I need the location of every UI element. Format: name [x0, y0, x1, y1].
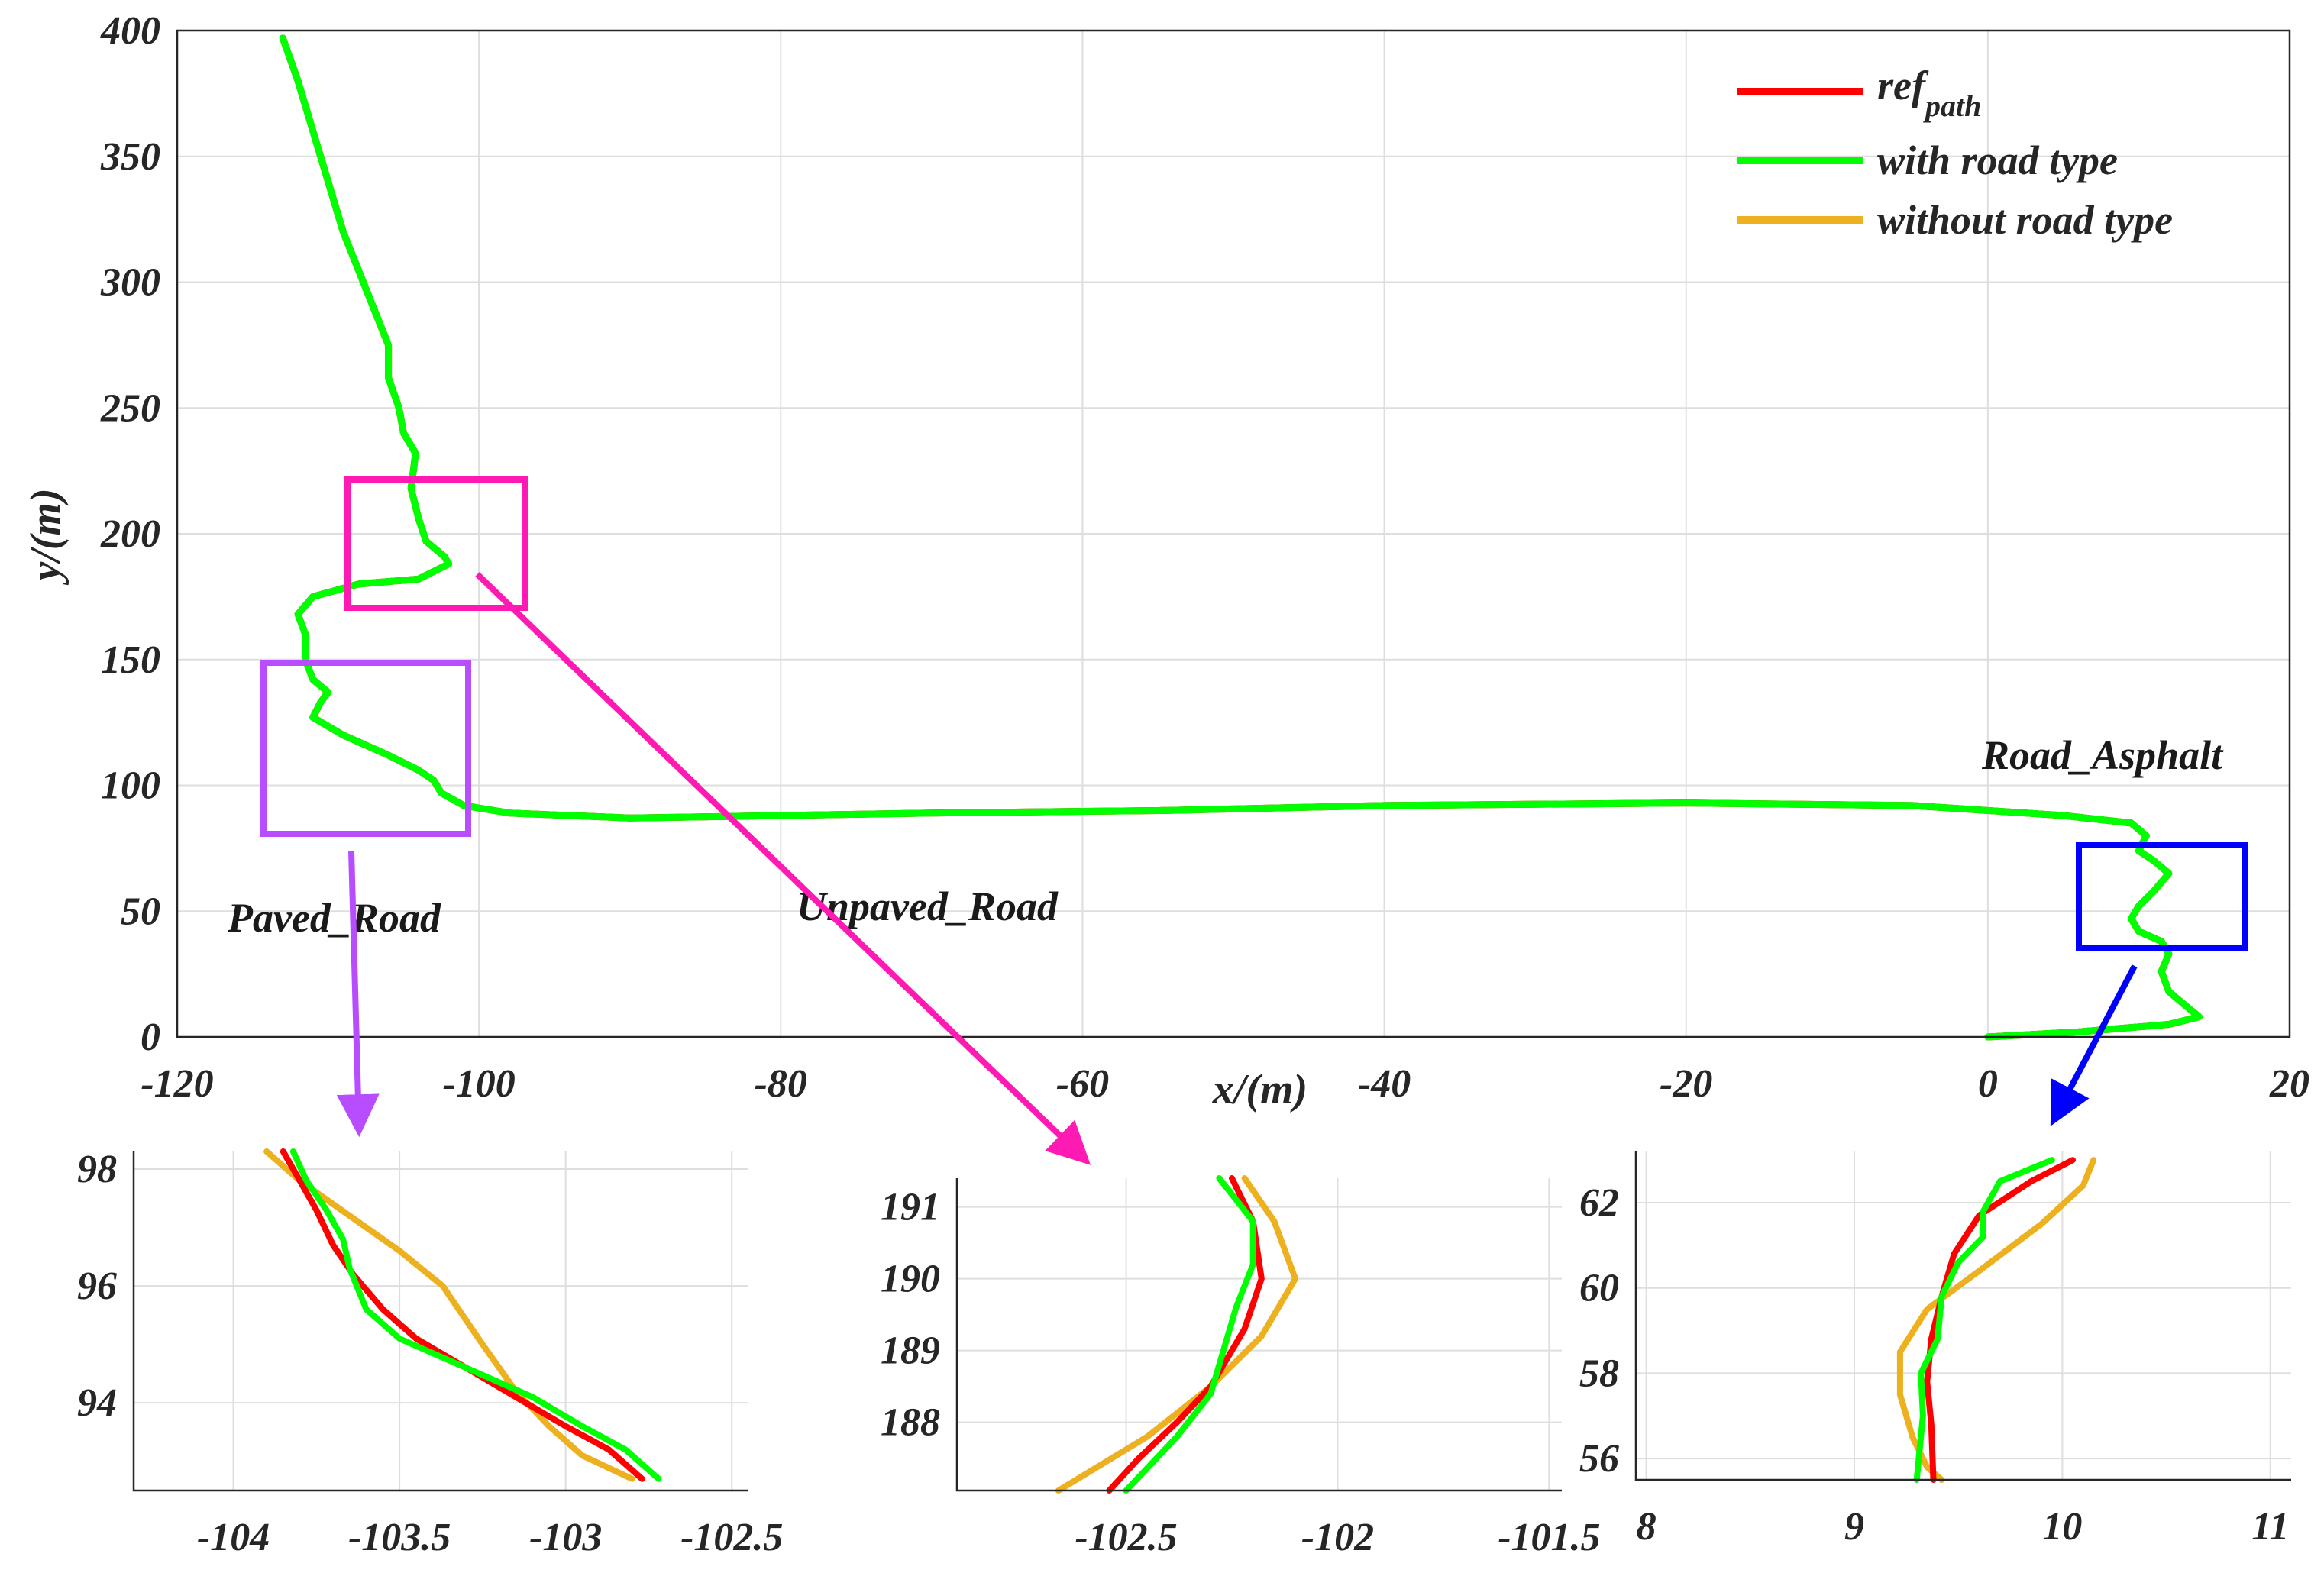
y-tick-label: 100 [101, 764, 160, 808]
series-line-with [1123, 1175, 1256, 1494]
x-tick-label: 9 [1844, 1505, 1864, 1549]
zoom-asphalt-tick-labels: 8 9 10 11 56 58 60 62 [1579, 1181, 2289, 1549]
legend-ref-subscript: path [1923, 89, 1981, 123]
zoom-asphalt-axes [1634, 1151, 2291, 1481]
y-tick-label: 188 [881, 1401, 940, 1445]
zoom-unpaved-series-lines [1055, 1175, 1299, 1494]
main-tick-labels: -120 -100 -80 -60 -40 -20 0 2005010015020025030… [100, 9, 2309, 1106]
x-tick-label: -100 [442, 1062, 515, 1106]
x-tick-label: -102.5 [680, 1516, 783, 1559]
x-tick-label: -103.5 [348, 1516, 451, 1559]
x-tick-label: -104 [197, 1516, 270, 1559]
y-tick-label: 189 [881, 1329, 940, 1373]
zoom-paved-tick-labels: -104 -103.5 -103 -102.5 94 96 98 [77, 1148, 783, 1559]
y-tick-label: 200 [100, 512, 160, 556]
y-tick-label: 50 [121, 890, 160, 933]
y-tick-label: 191 [881, 1186, 940, 1229]
x-tick-label: 10 [2042, 1505, 2082, 1549]
asphalt-zoom-arrow [2050, 964, 2138, 1126]
zoom-paved-plot: -104 -103.5 -103 -102.5 94 96 98 [77, 1148, 783, 1559]
y-tick-label: 190 [881, 1258, 940, 1301]
series-line-ref [1924, 1157, 2076, 1483]
legend-label-with: with road type [1877, 137, 2118, 183]
x-tick-label: -60 [1056, 1062, 1109, 1106]
zoom-paved-gridlines [134, 1151, 748, 1491]
main-axes-frame [176, 29, 2291, 1038]
x-tick-label: -101.5 [1498, 1516, 1600, 1559]
y-tick-label: 62 [1579, 1181, 1619, 1225]
series-line-with [289, 1148, 662, 1482]
y-tick-label: 0 [141, 1016, 160, 1059]
x-tick-label: 20 [2269, 1062, 2309, 1106]
y-tick-label: 250 [100, 386, 160, 430]
y-tick-label: 56 [1579, 1437, 1619, 1481]
zoom-unpaved-gridlines [957, 1178, 1562, 1491]
x-tick-label: -102.5 [1075, 1516, 1177, 1559]
series-line-ref [279, 34, 2203, 1041]
y-tick-label: 150 [101, 638, 160, 682]
zoom-unpaved-axes [955, 1178, 1562, 1492]
y-tick-label: 300 [100, 261, 160, 305]
y-tick-label: 350 [100, 135, 160, 179]
series-line-ref [280, 1148, 645, 1482]
paved-zoom-box [260, 660, 471, 837]
main-series-lines [279, 34, 2203, 1041]
y-tick-label: 94 [77, 1381, 117, 1425]
y-tick-label: 400 [100, 9, 160, 53]
x-tick-label: -120 [141, 1062, 213, 1106]
x-tick-label: -103 [529, 1516, 602, 1559]
zoom-unpaved-tick-labels: -102.5 -102 -101.5 188 189 190 191 [881, 1186, 1601, 1559]
y-tick-label: 98 [77, 1148, 117, 1191]
zoom-asphalt-series-lines [1896, 1157, 2097, 1483]
y-tick-label: 58 [1579, 1352, 1619, 1395]
asphalt-zoom-box [2076, 842, 2248, 951]
series-line-without [279, 34, 2203, 1041]
main-x-axis-label: x/(m) [1212, 1066, 1307, 1113]
road-asphalt-label: Road_Asphalt [1981, 732, 2224, 778]
zoom-paved-series-lines [263, 1148, 662, 1482]
series-line-with [1913, 1157, 2055, 1483]
y-tick-label: 60 [1579, 1267, 1619, 1310]
x-tick-label: 11 [2251, 1505, 2289, 1549]
zoom-asphalt-plot: 8 9 10 11 56 58 60 62 [1579, 1151, 2291, 1549]
series-line-with [279, 34, 2203, 1041]
paved-road-label: Paved_Road [227, 895, 441, 941]
x-tick-label: -80 [755, 1062, 807, 1106]
series-line-without [263, 1148, 635, 1482]
unpaved-zoom-box [344, 476, 528, 611]
zoom-paved-axes [132, 1151, 748, 1492]
legend-ref-text: ref [1877, 63, 1929, 108]
legend: refpath with road type without road type [1737, 63, 2173, 243]
x-tick-label: -40 [1358, 1062, 1411, 1106]
unpaved-zoom-arrow [475, 572, 1091, 1165]
x-tick-label: 0 [1978, 1062, 1998, 1106]
zoom-unpaved-plot: -102.5 -102 -101.5 188 189 190 191 [881, 1175, 1601, 1559]
main-y-axis-label: y/(m) [22, 488, 69, 585]
series-line-without [1055, 1175, 1299, 1494]
x-tick-label: -20 [1660, 1062, 1712, 1106]
legend-label-ref: refpath [1877, 63, 1981, 123]
paved-zoom-arrow [336, 851, 380, 1138]
x-tick-label: -102 [1301, 1516, 1374, 1559]
main-plot: -120 -100 -80 -60 -40 -20 0 2005010015020025030… [22, 9, 2309, 1165]
y-tick-label: 96 [77, 1265, 117, 1308]
x-tick-label: 8 [1637, 1505, 1657, 1549]
legend-label-without: without road type [1877, 197, 2173, 243]
zoom-asphalt-gridlines [1636, 1151, 2291, 1480]
